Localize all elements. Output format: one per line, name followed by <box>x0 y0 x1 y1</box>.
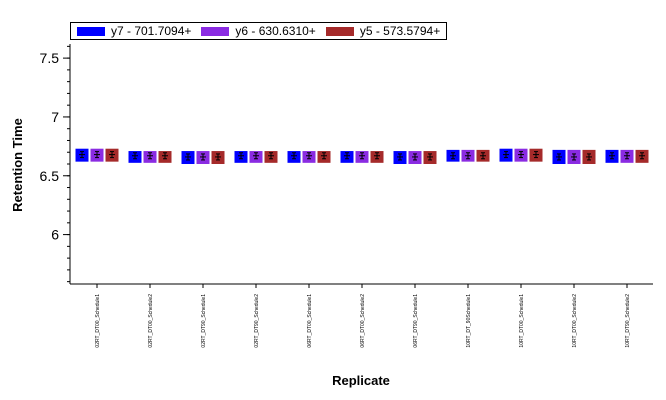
y-axis-title: Retention Time <box>10 118 25 212</box>
legend-swatch-y7 <box>77 26 105 36</box>
legend-item-y6[interactable]: y6 - 630.6310+ <box>201 24 316 38</box>
y-tick-label: 6.5 <box>40 168 60 184</box>
x-tick-label: 02RT_DT00_Schedule1 <box>95 294 101 348</box>
y-tick-label: 7.5 <box>40 50 60 66</box>
legend-label-y6: y6 - 630.6310+ <box>235 24 316 38</box>
x-tick-label: 02RT_DT90_Schedule1 <box>201 294 207 348</box>
x-tick-label: 10RT_DT00_Schedule1 <box>519 294 525 348</box>
x-tick-label: 06RT_DT90_Schedule1 <box>413 294 419 348</box>
x-tick-label: 10RT_DT90_Schedule2 <box>625 294 631 348</box>
legend-label-y7: y7 - 701.7094+ <box>111 24 192 38</box>
x-tick-label: 02RT_DT90_Schedule2 <box>254 294 260 348</box>
legend-item-y5[interactable]: y5 - 573.5794+ <box>325 24 441 38</box>
x-tick-label: 02RT_DT00_Schedule2 <box>148 294 154 348</box>
y-tick-label: 7 <box>51 109 59 125</box>
x-tick-label: 10RT_DT00_Schedule2 <box>572 294 578 348</box>
x-tick-label: 06RT_DT00_Schedule2 <box>360 294 366 348</box>
x-axis-title: Replicate <box>332 373 390 388</box>
x-tick-label: 10RT_DT_90Schedule1 <box>466 294 472 348</box>
legend: y7 - 701.7094+ y6 - 630.6310+ y5 - 573.5… <box>70 22 448 40</box>
y-tick-label: 6 <box>51 227 59 243</box>
legend-swatch-y6 <box>201 26 230 36</box>
legend-swatch-y5 <box>325 26 354 36</box>
x-tick-label: 06RT_DT00_Schedule1 <box>307 294 313 348</box>
legend-label-y5: y5 - 573.5794+ <box>359 24 441 38</box>
legend-item-y7[interactable]: y7 - 701.7094+ <box>77 24 191 38</box>
